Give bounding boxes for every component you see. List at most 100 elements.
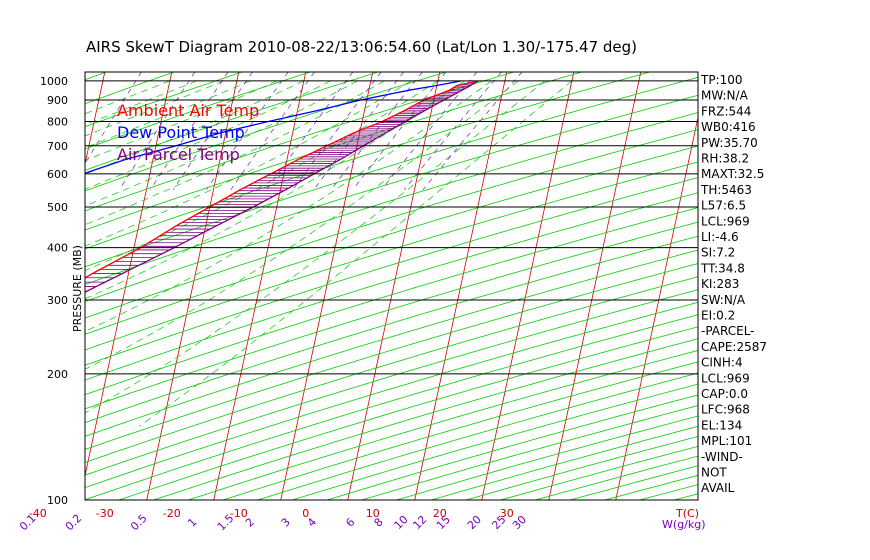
legend-ambient: Ambient Air Temp [117,101,259,120]
dry-adiabat-line [85,301,698,489]
stat-item: LI:-4.6 [701,230,739,244]
dry-adiabat-line [0,72,38,500]
dry-adiabat-line [85,235,698,424]
dry-adiabat-line [85,221,698,410]
dry-adiabat-line [85,72,515,212]
moist-adiabat-line [85,80,519,370]
dry-adiabat-line [85,72,311,150]
mixing-ratio-line [0,72,30,190]
pressure-tick-label: 800 [47,115,68,128]
bottom-temp-tick-label: -40 [29,507,47,520]
chart-title: AIRS SkewT Diagram 2010-08-22/13:06:54.6… [86,38,637,56]
mixing-ratio-label: 1 [185,515,199,529]
stat-item: LFC:968 [701,403,750,417]
moist-adiabat-line [138,80,573,427]
dry-adiabat-line [85,263,698,450]
dry-adiabat-line [85,177,698,366]
legend-parcel: Air Parcel Temp [117,145,240,164]
moist-adiabat-line [85,80,412,247]
moist-adiabat-line [85,80,546,414]
dry-adiabat-line [85,145,698,335]
bottom-temp-tick-label: 20 [433,507,447,520]
isotherm-line [615,115,698,500]
dry-adiabat-line [153,338,698,500]
stat-item: MPL:101 [701,434,752,448]
dry-adiabat-line [118,326,698,500]
bottom-temp-tick-label: -30 [96,507,114,520]
isotherm-line [414,72,508,500]
stat-item: CINH:4 [701,356,743,370]
mixing-ratio-line [422,72,523,190]
isotherm-line [85,72,106,166]
pressure-tick-label: 400 [47,242,68,255]
mixing-ratio-label: 12 [410,513,429,532]
stat-item: CAP:0.0 [701,387,748,401]
isotherm-line [347,72,441,500]
mixing-ratio-line [150,72,229,190]
dry-adiabat-line [85,72,447,192]
pressure-tick-label: 100 [47,494,68,507]
isobar-lines [85,80,698,375]
stat-item: SI:7.2 [701,246,735,260]
pressure-tick-label: 300 [47,294,68,307]
x-axis-label: T(C) [675,507,699,520]
bottom-temp-tick-label: -20 [163,507,181,520]
dry-adiabat-line [85,276,698,463]
stat-item: CAPE:2587 [701,340,767,354]
dry-adiabat-line [431,425,698,500]
pressure-tick-label: 1000 [40,75,68,88]
isotherm-line [280,72,374,500]
moist-adiabat-line [85,80,439,271]
dry-adiabat-line [85,94,698,285]
dry-adiabat-line [465,436,698,500]
moist-adiabat-line [85,80,385,226]
stat-item: FRZ:544 [701,104,751,118]
mixing-ratio-label: 3 [279,515,293,529]
pressure-tick-label: 500 [47,201,68,214]
stat-item: PW:35.70 [701,136,758,150]
dry-adiabat-line [500,445,698,500]
mixing-ratio-label: 4 [305,515,319,529]
dry-adiabat-line [85,72,582,231]
dry-adiabat-line [85,207,698,396]
legend-dewpoint: Dew Point Temp [117,123,245,142]
bottom-temp-tick-label: 0 [302,507,309,520]
pressure-tick-label: 900 [47,94,68,107]
stat-item: TP:100 [700,73,743,87]
dry-adiabat-line [85,129,698,319]
legend: Ambient Air Temp Dew Point Temp Air Parc… [117,101,259,164]
mixing-ratio-line [172,72,253,190]
dry-adiabat-line [85,112,698,302]
stat-item: LCL:969 [701,371,750,385]
bottom-temp-tick-label: 30 [500,507,514,520]
dry-adiabat-line [85,289,698,476]
bottom-temp-tick-label: 10 [366,507,380,520]
y-axis-label: PRESSURE (MB) [71,245,84,332]
dry-adiabat-line [778,72,870,500]
mixing-ratio-label: 8 [372,515,386,529]
isotherm-line [85,72,173,478]
stat-item: LCL:969 [701,214,750,228]
moist-adiabat-line [85,80,305,175]
mixing-ratio-line [352,72,447,190]
isotherm-line [146,72,240,500]
stat-item: EL:134 [701,418,742,432]
mixing-ratio-label: 0.5 [128,512,150,534]
dry-adiabat-line [85,72,107,81]
moist-adiabat-line [85,80,331,190]
mixing-ratio-label: 0.2 [63,512,85,534]
dry-adiabat-line [85,161,698,351]
dry-adiabat-line [326,394,698,500]
stat-item: TT:34.8 [700,261,745,275]
mixing-ratio-label: 10 [392,513,411,532]
isotherm-line [548,72,642,500]
mixing-ratio-line [266,72,354,190]
stat-item: MAXT:32.5 [701,167,764,181]
stat-item: WB0:416 [701,120,756,134]
stat-item: NOT [701,466,727,480]
mixing-ratio-label: 20 [465,513,484,532]
dry-adiabat-line [188,350,698,500]
